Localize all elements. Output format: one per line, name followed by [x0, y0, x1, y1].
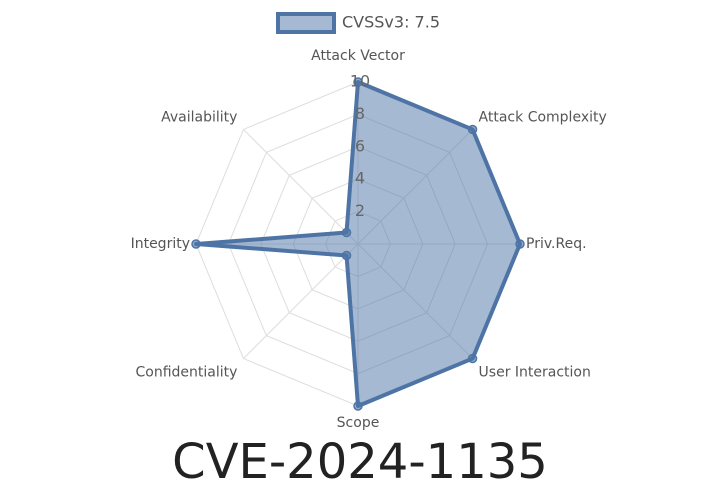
axis-spoke — [243, 129, 359, 245]
data-point — [191, 239, 201, 249]
data-point — [467, 353, 478, 364]
axis-label: Priv.Req. — [526, 236, 587, 252]
axis-label: User Interaction — [479, 365, 591, 381]
axis-label: Availability — [161, 109, 237, 125]
tick-label: 10 — [350, 72, 370, 91]
data-point — [341, 227, 352, 238]
data-point — [353, 401, 363, 411]
chart-title: CVE-2024-1135 — [172, 434, 548, 490]
axis-spoke — [243, 243, 359, 359]
axis-label: Confidentiality — [136, 365, 238, 381]
axis-label: Attack Vector — [311, 48, 405, 64]
axis-label: Attack Complexity — [479, 109, 607, 125]
legend-label: CVSSv3: 7.5 — [342, 13, 440, 32]
axis-label: Scope — [337, 415, 380, 431]
data-point — [515, 239, 525, 249]
axis-label: Integrity — [131, 236, 190, 252]
data-point — [353, 77, 363, 87]
legend-swatch — [276, 12, 336, 34]
data-point — [341, 250, 352, 261]
tick-label: 2 — [355, 201, 365, 220]
tick-label: 4 — [355, 169, 365, 188]
data-point — [467, 124, 478, 135]
tick-label: 6 — [355, 136, 365, 155]
tick-label: 8 — [355, 104, 365, 123]
